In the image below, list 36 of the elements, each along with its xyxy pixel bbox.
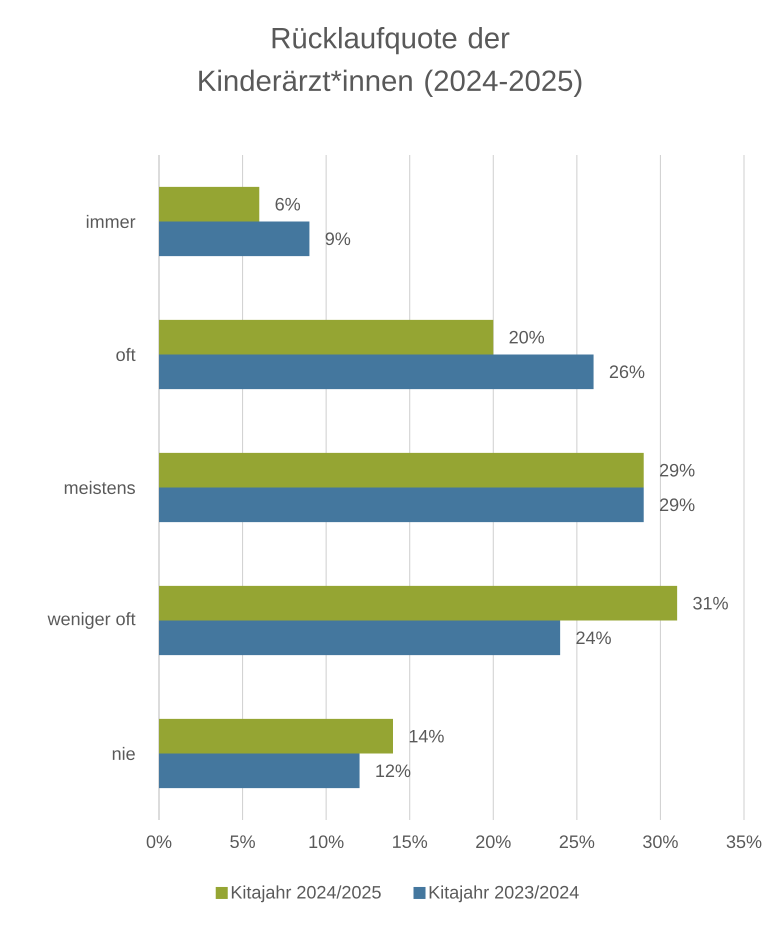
- x-tick-label: 20%: [476, 835, 511, 848]
- bar: [159, 354, 594, 390]
- y-tick-label: weniger oft: [48, 612, 136, 629]
- bar: [159, 452, 644, 488]
- bar: [159, 186, 260, 222]
- y-tick-label: immer: [86, 214, 136, 228]
- x-tick-label: 25%: [560, 835, 594, 848]
- data-label: 31%: [693, 596, 728, 610]
- x-tick-label: 15%: [393, 835, 428, 848]
- data-label: 26%: [610, 365, 644, 378]
- x-tick-label: 10%: [310, 835, 344, 848]
- y-tick-label: nie: [112, 746, 135, 760]
- y-tick-label: meistens: [64, 480, 135, 494]
- y-tick-label: oft: [116, 348, 136, 362]
- data-label: 24%: [576, 631, 611, 644]
- legend-label: Kitajahr 2023/2024: [430, 885, 579, 902]
- x-tick-label: 5%: [230, 835, 255, 848]
- data-label: 6%: [276, 198, 300, 211]
- data-label: 29%: [660, 498, 694, 512]
- data-label: 29%: [660, 464, 694, 477]
- bar: [159, 718, 393, 754]
- legend-label: Kitajahr 2024/2025: [232, 885, 381, 902]
- bar: [159, 753, 360, 788]
- chart-title: Rücklaufquote der Kinderärzt*innen (2024-2025): [199, 26, 582, 97]
- x-tick-label: 0%: [146, 835, 172, 848]
- bar: [159, 620, 560, 656]
- bar: [159, 320, 494, 354]
- data-label: 20%: [510, 330, 544, 344]
- x-tick-label: 35%: [726, 835, 762, 848]
- data-label: 9%: [326, 232, 350, 246]
- data-label: 12%: [376, 764, 410, 778]
- bar: [159, 586, 678, 620]
- data-label: 14%: [410, 730, 444, 742]
- bar: [159, 487, 644, 522]
- bar: [159, 221, 310, 256]
- x-tick-label: 30%: [643, 835, 678, 848]
